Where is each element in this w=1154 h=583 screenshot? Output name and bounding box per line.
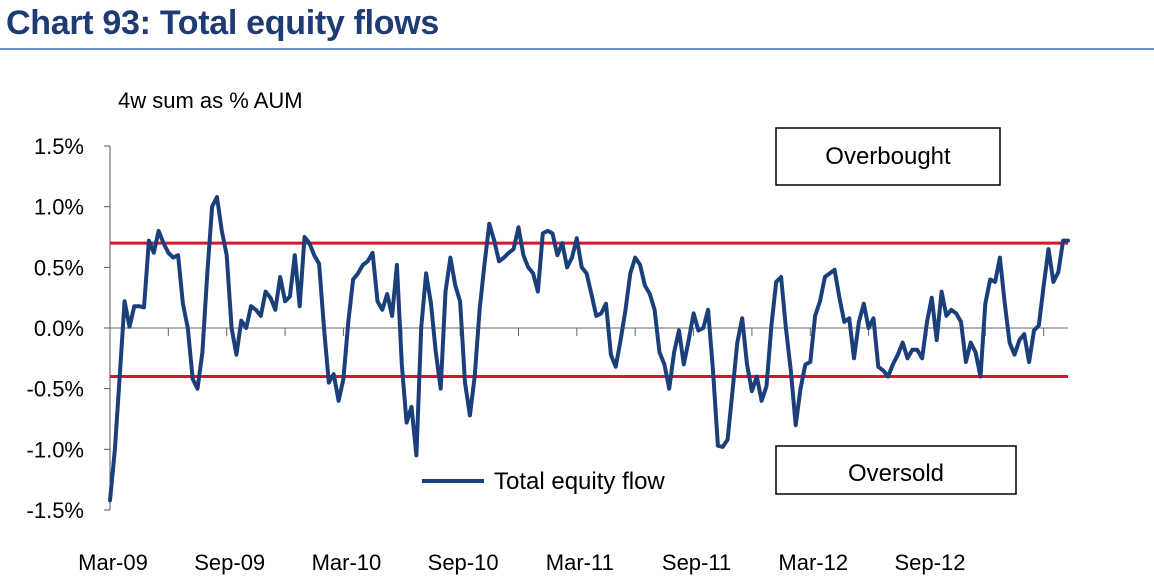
x-tick-label: Mar-10 — [312, 550, 382, 575]
x-tick-label: Sep-09 — [194, 550, 265, 575]
y-tick-label: 1.5% — [34, 134, 84, 159]
legend: Total equity flow — [422, 468, 665, 495]
x-tick-labels: Mar-09 Sep-09 Mar-10 Sep-10 Mar-11 Sep-11 Mar-… — [78, 550, 965, 575]
y-tick-labels: 1.5% 1.0% 0.5% 0.0% -0.5% -1.0% -1.5% — [27, 134, 84, 523]
x-tick-label: Mar-11 — [546, 550, 614, 575]
title-underline — [0, 48, 1154, 50]
x-tick-label: Mar-09 — [78, 550, 148, 575]
chart-title: Chart 93: Total equity flows — [6, 4, 440, 42]
chart-subtitle: 4w sum as % AUM — [118, 88, 303, 113]
y-tick-label: 0.0% — [34, 316, 84, 341]
y-tick-label: -0.5% — [27, 377, 84, 402]
x-tick-label: Mar-12 — [778, 550, 848, 575]
y-tick-label: 1.0% — [34, 195, 84, 220]
x-tick-label: Sep-12 — [894, 550, 965, 575]
threshold-lines — [110, 241, 1068, 379]
oversold-label: Oversold — [848, 460, 944, 487]
legend-label: Total equity flow — [494, 468, 665, 495]
series-line-total-equity-flow — [108, 195, 1070, 503]
x-tick-label: Sep-10 — [428, 550, 499, 575]
y-tick-label: -1.0% — [27, 437, 84, 462]
overbought-box: Overbought — [775, 127, 1001, 186]
x-tick-label: Sep-11 — [662, 550, 731, 575]
overbought-label: Overbought — [825, 143, 951, 170]
y-tick-label: 0.5% — [34, 255, 84, 280]
oversold-box: Oversold — [775, 445, 1017, 495]
y-tick-label: -1.5% — [27, 498, 84, 523]
axes-group — [104, 145, 1068, 511]
